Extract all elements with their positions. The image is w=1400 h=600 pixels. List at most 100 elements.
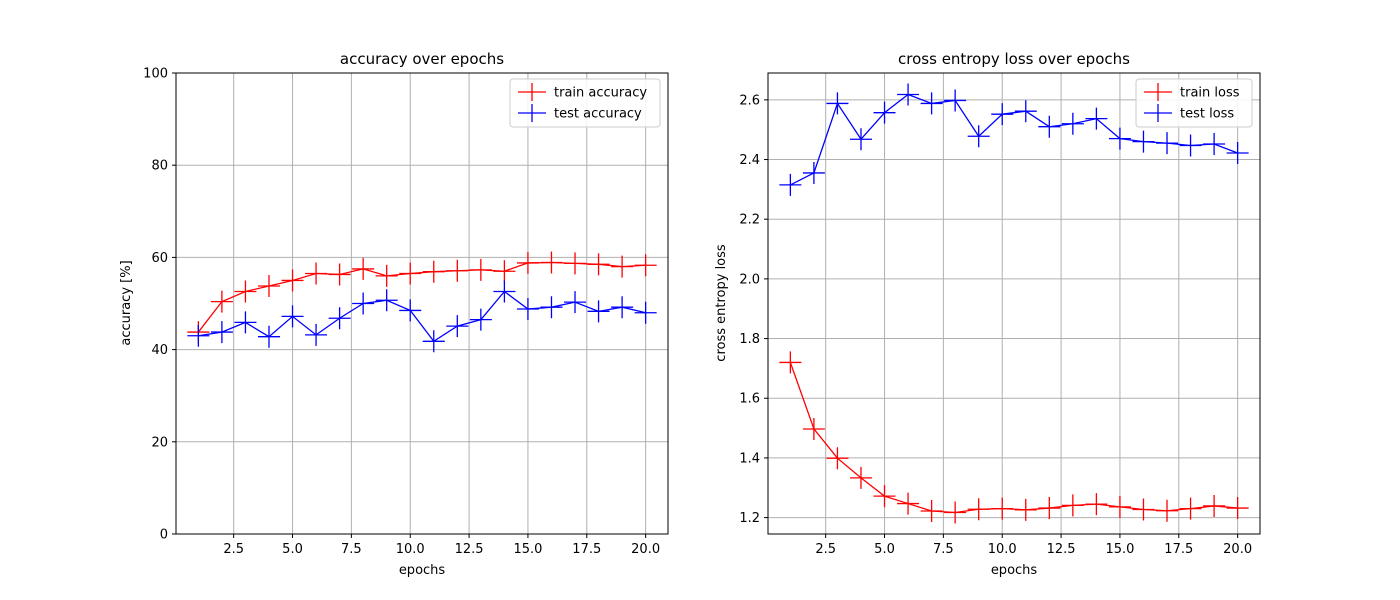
loss-test-loss-point xyxy=(1179,134,1202,157)
accuracy-legend-box xyxy=(509,78,661,128)
loss-test-loss-point xyxy=(779,173,802,196)
accuracy-ticks: 2.5 5.0 7.5 10.0 12.5 15.0 17.5 20.0 0 20 40 60 80 10… xyxy=(143,67,660,558)
loss-train-loss-point xyxy=(802,417,825,440)
accuracy-y-axis-label: accuracy [%] xyxy=(119,260,134,345)
loss-legend: train loss test loss xyxy=(1135,78,1253,128)
loss-y-tick-label: 2.0 xyxy=(739,272,760,287)
loss-test-loss-point xyxy=(920,92,943,115)
loss-test-loss-point xyxy=(944,89,967,112)
accuracy-x-axis-label: epochs xyxy=(399,563,446,578)
loss-test-loss-point xyxy=(1085,107,1108,130)
loss-train-loss-point xyxy=(1038,497,1061,520)
accuracy-train-accuracy-point xyxy=(305,262,328,285)
loss-y-tick-label: 2.2 xyxy=(739,213,760,228)
accuracy-x-tick-label: 7.5 xyxy=(341,542,362,557)
loss-train-loss-point xyxy=(991,497,1014,520)
loss-y-tick-label: 1.4 xyxy=(739,451,760,466)
accuracy-x-tick-label: 12.5 xyxy=(455,542,484,557)
loss-y-tick-label: 2.6 xyxy=(739,93,760,108)
accuracy-x-tick-label: 2.5 xyxy=(223,542,244,557)
accuracy-test-accuracy-point xyxy=(469,308,492,331)
accuracy-chart: 2.5 5.0 7.5 10.0 12.5 15.0 17.5 20.0 0 20 40 60 80 10… xyxy=(119,50,669,578)
accuracy-train-accuracy-point xyxy=(493,260,516,283)
loss-y-tick-label: 1.8 xyxy=(739,332,760,347)
loss-x-tick-label: 17.5 xyxy=(1164,542,1193,557)
accuracy-train-accuracy-point xyxy=(352,257,375,280)
accuracy-chart-title: accuracy over epochs xyxy=(340,50,504,68)
loss-train-loss-point xyxy=(1156,499,1179,522)
accuracy-y-tick-label: 20 xyxy=(151,435,168,450)
loss-test-loss-point xyxy=(897,83,920,106)
accuracy-test-accuracy-line xyxy=(198,290,646,343)
accuracy-test-accuracy-point xyxy=(516,298,539,321)
loss-train-loss-point xyxy=(1108,495,1131,518)
accuracy-train-accuracy-point xyxy=(469,258,492,281)
loss-legend-box xyxy=(1135,78,1253,128)
loss-x-tick-label: 2.5 xyxy=(815,542,836,557)
loss-x-tick-label: 5.0 xyxy=(874,542,895,557)
accuracy-train-accuracy-point xyxy=(328,263,351,286)
accuracy-train-accuracy-point xyxy=(375,264,398,287)
accuracy-test-accuracy-point xyxy=(564,291,587,314)
loss-chart: 2.5 5.0 7.5 10.0 12.5 15.0 17.5 20.0 1.2 1.4 1.6 1.… xyxy=(714,50,1261,578)
accuracy-test-accuracy-point xyxy=(257,325,280,348)
loss-train-loss-point xyxy=(1132,498,1155,521)
loss-y-tick-label: 1.6 xyxy=(739,392,760,407)
loss-test-loss-point xyxy=(991,103,1014,126)
loss-train-loss-point xyxy=(944,501,967,524)
loss-test-loss-point xyxy=(849,128,872,151)
loss-series xyxy=(779,83,1249,524)
accuracy-test-accuracy-point xyxy=(587,300,610,323)
accuracy-x-tick-label: 17.5 xyxy=(572,542,601,557)
loss-train-loss-point xyxy=(1203,494,1226,517)
loss-train-loss-point xyxy=(779,351,802,374)
accuracy-y-tick-label: 40 xyxy=(151,343,168,358)
accuracy-y-tick-label: 100 xyxy=(143,67,168,82)
loss-train-loss-point xyxy=(1085,493,1108,516)
loss-grid xyxy=(768,73,1260,534)
accuracy-test-accuracy-point xyxy=(540,296,563,319)
accuracy-train-accuracy-point xyxy=(281,269,304,292)
accuracy-test-accuracy-legend-label: test accuracy xyxy=(554,107,642,122)
accuracy-train-accuracy-point xyxy=(611,255,634,278)
accuracy-test-accuracy-point xyxy=(493,280,516,303)
loss-train-loss-point xyxy=(1014,498,1037,521)
loss-test-loss-point xyxy=(967,125,990,148)
loss-train-loss-legend-label: train loss xyxy=(1180,86,1240,101)
accuracy-x-tick-label: 15.0 xyxy=(513,542,542,557)
loss-x-tick-label: 12.5 xyxy=(1047,542,1076,557)
loss-train-loss-point xyxy=(826,447,849,470)
loss-train-loss-point xyxy=(1179,497,1202,520)
loss-test-loss-point xyxy=(1108,127,1131,150)
loss-test-loss-point xyxy=(1132,130,1155,153)
accuracy-series xyxy=(187,251,657,353)
accuracy-train-accuracy-point xyxy=(634,254,657,277)
loss-y-axis-label: cross entropy loss xyxy=(714,244,729,362)
accuracy-train-accuracy-legend-label: train accuracy xyxy=(554,86,647,101)
accuracy-test-accuracy-point xyxy=(634,301,657,324)
loss-chart-title: cross entropy loss over epochs xyxy=(898,50,1130,68)
accuracy-x-tick-label: 10.0 xyxy=(396,542,425,557)
accuracy-test-accuracy-point xyxy=(399,299,422,322)
loss-train-loss-point xyxy=(967,498,990,521)
accuracy-test-accuracy-point xyxy=(328,307,351,330)
loss-train-loss-point xyxy=(920,500,943,523)
loss-x-tick-label: 7.5 xyxy=(933,542,954,557)
accuracy-train-accuracy-point xyxy=(564,252,587,275)
accuracy-y-tick-label: 80 xyxy=(151,159,168,174)
loss-train-loss-point xyxy=(873,485,896,508)
loss-test-loss-point xyxy=(1038,115,1061,138)
accuracy-test-accuracy-point xyxy=(611,296,634,319)
loss-train-loss-point xyxy=(1226,497,1249,520)
accuracy-test-accuracy-point xyxy=(281,305,304,328)
accuracy-test-accuracy-point xyxy=(305,323,328,346)
accuracy-test-accuracy-point xyxy=(375,289,398,312)
accuracy-test-accuracy-point xyxy=(234,311,257,334)
accuracy-y-tick-label: 60 xyxy=(151,251,168,266)
accuracy-test-accuracy-point xyxy=(210,321,233,344)
accuracy-x-tick-label: 5.0 xyxy=(282,542,303,557)
loss-test-loss-point xyxy=(1014,100,1037,123)
accuracy-x-tick-label: 20.0 xyxy=(631,542,660,557)
loss-test-loss-point xyxy=(802,161,825,184)
